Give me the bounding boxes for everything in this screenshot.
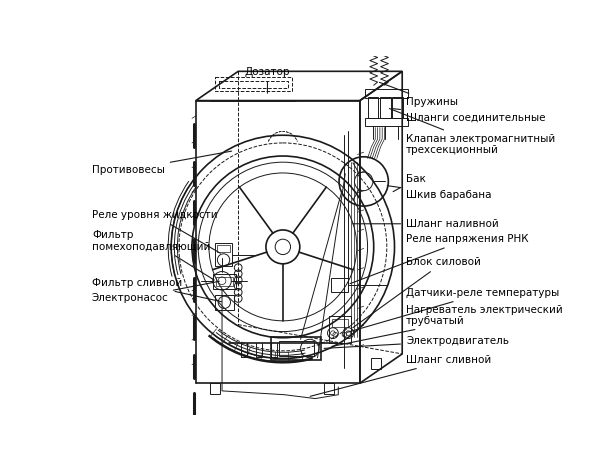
Bar — [215, 295, 235, 310]
Bar — [368, 97, 379, 118]
Bar — [215, 77, 292, 91]
Bar — [365, 89, 407, 98]
Text: Реле напряжения РНК: Реле напряжения РНК — [350, 234, 529, 284]
Text: Бак: Бак — [393, 174, 426, 192]
Bar — [271, 337, 322, 360]
Bar — [365, 118, 407, 126]
Bar — [213, 274, 236, 289]
Text: Шкив барабана: Шкив барабана — [387, 185, 491, 199]
Bar — [325, 383, 334, 394]
Bar — [331, 278, 347, 292]
Text: Фильтр
помехоподавляющий: Фильтр помехоподавляющий — [92, 230, 214, 280]
Text: Пружины: Пружины — [379, 82, 458, 107]
Bar — [211, 383, 220, 394]
Text: Шланг сливной: Шланг сливной — [310, 355, 491, 396]
Text: Реле уровня жидкости: Реле уровня жидкости — [92, 210, 220, 253]
Text: Шланг наливной: Шланг наливной — [353, 219, 499, 229]
Text: Дозатор: Дозатор — [245, 67, 290, 93]
Bar — [329, 316, 350, 343]
Text: Электронасос: Электронасос — [92, 281, 220, 303]
Bar — [216, 277, 233, 286]
Bar — [332, 319, 347, 327]
Text: Электродвигатель: Электродвигатель — [324, 336, 509, 349]
Bar — [215, 243, 232, 266]
Text: Блок силовой: Блок силовой — [353, 257, 481, 328]
Text: Противовесы: Противовесы — [92, 151, 232, 175]
Text: Клапан электромагнитный
трехсекционный: Клапан электромагнитный трехсекционный — [389, 109, 556, 155]
Bar — [217, 245, 230, 252]
Text: Датчики-реле температуры: Датчики-реле температуры — [347, 288, 559, 332]
Text: Фильтр сливной: Фильтр сливной — [92, 278, 221, 302]
Bar — [371, 358, 380, 369]
Text: Нагреватель электрический
трубчатый: Нагреватель электрический трубчатый — [332, 305, 563, 346]
Bar — [279, 341, 314, 356]
Bar — [219, 81, 288, 88]
Text: Шланги соединительные: Шланги соединительные — [392, 109, 545, 123]
Bar — [380, 97, 391, 118]
Bar — [392, 97, 403, 118]
